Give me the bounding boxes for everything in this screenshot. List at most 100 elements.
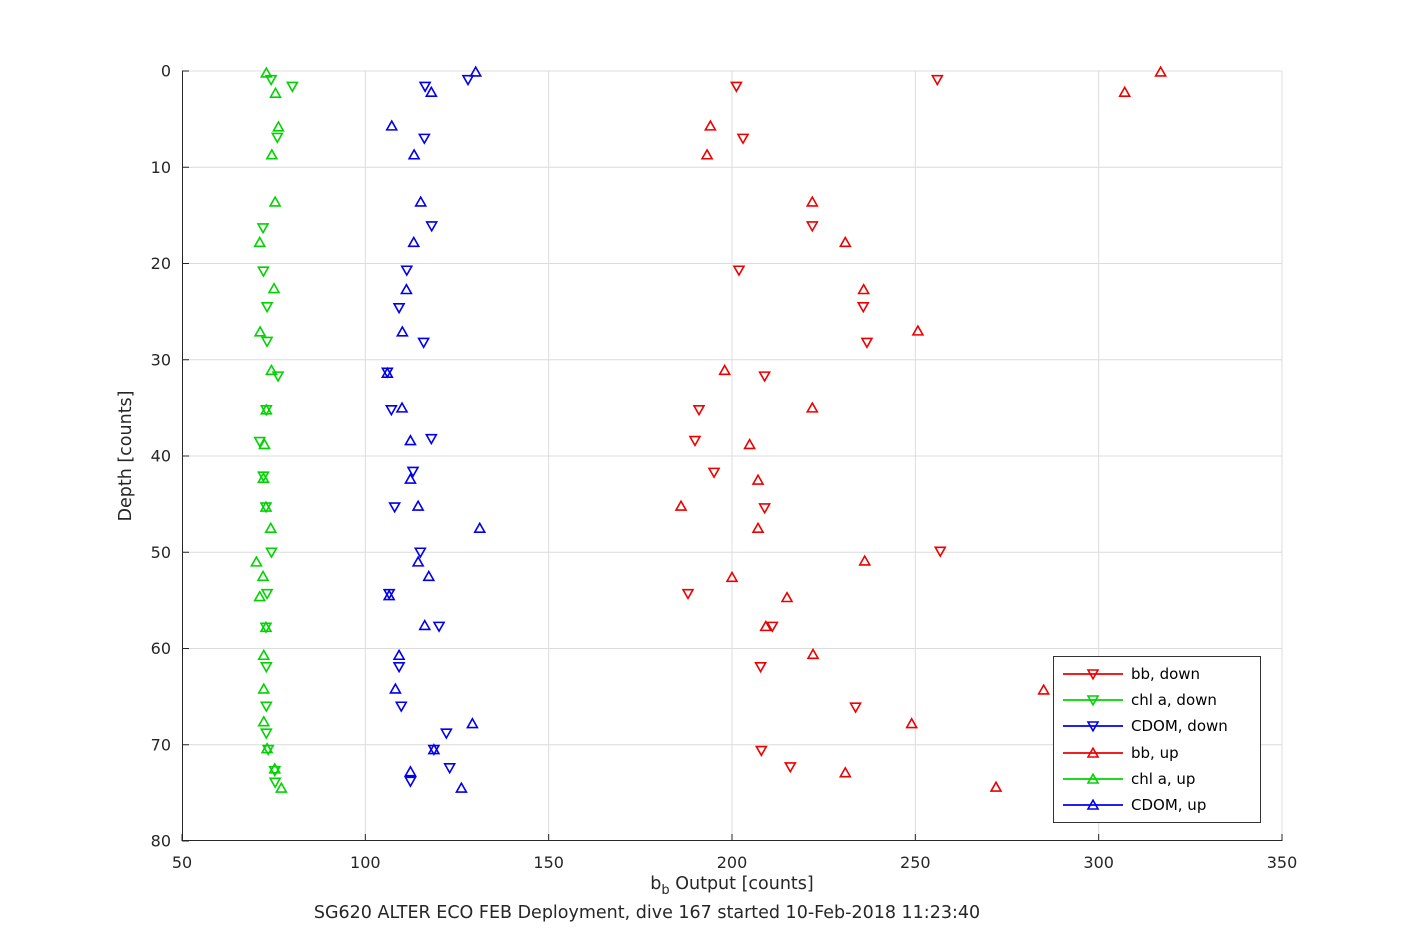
chart-subtitle: SG620 ALTER ECO FEB Deployment, dive 167…	[313, 903, 981, 923]
marker-triangle-up	[260, 742, 274, 754]
marker-triangle-up	[422, 569, 436, 582]
marker-triangle-up	[473, 521, 487, 533]
y-tick-label: 60	[151, 639, 171, 658]
legend-row: bb, down	[1054, 665, 1260, 683]
marker-triangle-up	[780, 591, 794, 603]
legend-triangle-down-icon	[1063, 721, 1123, 733]
marker-triangle-up	[257, 715, 271, 727]
marker-triangle-down	[805, 221, 819, 233]
y-tick-label: 20	[151, 254, 171, 273]
legend-triangle-down-icon	[1063, 669, 1123, 681]
legend-label: chl a, down	[1131, 691, 1217, 710]
legend-label: CDOM, down	[1131, 717, 1228, 736]
marker-triangle-down	[268, 765, 282, 778]
marker-triangle-up	[725, 570, 739, 583]
marker-triangle-up	[395, 401, 409, 413]
marker-triangle-up	[385, 119, 399, 131]
marker-triangle-down	[418, 81, 432, 93]
marker-triangle-down	[384, 405, 398, 417]
marker-triangle-up	[259, 620, 273, 633]
x-tick-label: 250	[900, 853, 931, 872]
y-tick-label: 80	[151, 832, 171, 851]
marker-triangle-up	[265, 363, 278, 376]
legend-label: CDOM, up	[1131, 795, 1207, 814]
marker-triangle-up	[404, 434, 417, 446]
marker-triangle-down	[765, 621, 779, 633]
marker-triangle-up	[269, 86, 282, 98]
legend-label: bb, up	[1131, 743, 1179, 762]
marker-triangle-up	[1154, 65, 1168, 77]
marker-triangle-down	[260, 302, 274, 314]
marker-triangle-up	[469, 65, 483, 77]
marker-triangle-down	[260, 588, 274, 601]
marker-triangle-up	[253, 325, 267, 337]
legend-label: chl a, up	[1131, 769, 1196, 788]
marker-triangle-down	[259, 661, 273, 674]
marker-triangle-down	[417, 133, 431, 145]
marker-triangle-down	[270, 132, 284, 144]
marker-triangle-down	[400, 265, 414, 277]
marker-triangle-down	[424, 433, 438, 446]
marker-triangle-down	[860, 337, 874, 349]
marker-triangle-up	[759, 619, 773, 632]
marker-triangle-down	[259, 728, 273, 740]
legend-triangle-up-icon	[1063, 798, 1123, 810]
marker-triangle-down	[443, 763, 457, 775]
marker-triangle-up	[257, 471, 270, 483]
x-tick-label: 50	[172, 853, 192, 872]
marker-triangle-up	[751, 521, 765, 533]
legend-row: CDOM, up	[1054, 796, 1260, 814]
marker-triangle-down	[256, 223, 270, 235]
legend-triangle-up-icon	[1063, 746, 1123, 758]
y-tick-label: 70	[151, 735, 171, 754]
marker-triangle-up	[250, 555, 263, 567]
marker-triangle-up	[407, 148, 421, 160]
marker-triangle-up	[806, 647, 820, 660]
x-tick-label: 100	[350, 853, 381, 872]
marker-triangle-up	[259, 500, 273, 512]
marker-triangle-up	[700, 148, 714, 160]
x-axis-label-rest: Output [counts]	[669, 874, 814, 894]
y-tick-label: 40	[151, 447, 171, 466]
marker-triangle-down	[933, 546, 947, 558]
marker-triangle-up	[404, 765, 417, 777]
marker-triangle-up	[1037, 683, 1051, 695]
marker-triangle-down	[754, 661, 767, 674]
legend: bb, down chl a, down CDOM, down bb, up chl a…	[1053, 656, 1261, 823]
marker-triangle-up	[703, 119, 717, 131]
marker-triangle-down	[268, 777, 282, 789]
marker-triangle-up	[411, 555, 425, 567]
legend-triangle-down-icon	[1063, 695, 1123, 707]
marker-triangle-down	[688, 435, 702, 448]
y-tick-label: 0	[161, 62, 171, 81]
x-tick-label: 350	[1267, 853, 1298, 872]
marker-triangle-up	[805, 401, 819, 413]
y-axis-label: Depth [counts]	[116, 390, 136, 522]
marker-triangle-down	[758, 503, 772, 515]
marker-triangle-up	[264, 521, 278, 533]
x-axis-label: bb Output [counts]	[650, 874, 813, 898]
marker-triangle-down	[439, 728, 453, 740]
marker-triangle-down	[758, 371, 772, 383]
marker-triangle-up	[743, 438, 756, 450]
marker-triangle-down	[754, 745, 768, 757]
marker-triangle-up	[253, 235, 267, 248]
marker-triangle-up	[427, 743, 441, 755]
marker-triangle-down	[736, 133, 750, 145]
marker-triangle-up	[380, 366, 394, 379]
marker-triangle-up	[256, 569, 270, 582]
marker-triangle-up	[857, 283, 871, 295]
marker-triangle-down	[732, 265, 746, 277]
marker-triangle-up	[805, 195, 819, 207]
marker-triangle-down	[260, 336, 274, 348]
marker-triangle-up	[272, 120, 285, 132]
marker-triangle-up	[259, 403, 273, 415]
marker-triangle-up	[418, 618, 432, 631]
marker-triangle-down	[392, 661, 406, 674]
x-axis-label-subscript: b	[661, 883, 670, 898]
marker-triangle-down	[461, 74, 475, 87]
marker-triangle-up	[253, 590, 267, 602]
marker-triangle-down	[783, 762, 797, 774]
legend-triangle-up-icon	[1063, 772, 1123, 784]
y-tick-label: 10	[151, 158, 171, 177]
